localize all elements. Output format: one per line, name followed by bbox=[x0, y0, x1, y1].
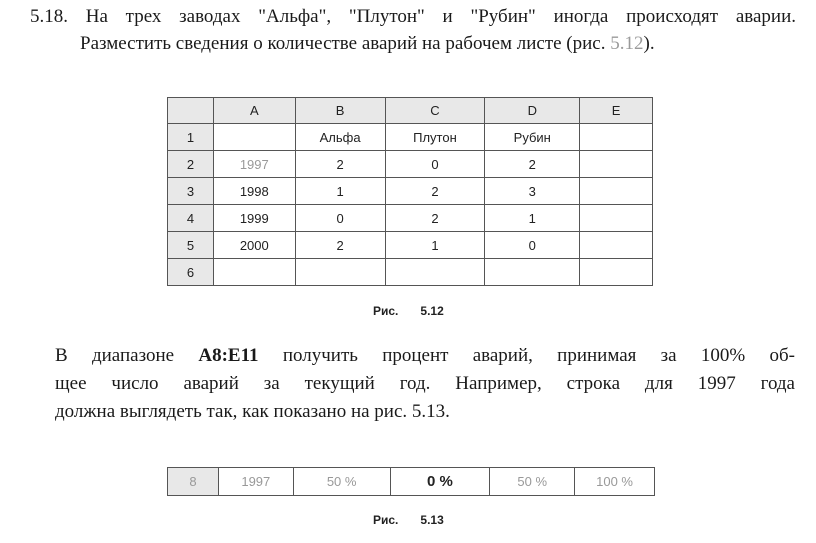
task-line2-text: Разместить сведения о количестве аварий … bbox=[80, 33, 606, 54]
column-header: D bbox=[484, 97, 581, 124]
cell bbox=[212, 123, 296, 151]
cell: 2 bbox=[294, 150, 386, 178]
cell: 3 bbox=[484, 177, 581, 205]
cell: Альфа bbox=[294, 123, 386, 151]
cell: 1 bbox=[484, 204, 581, 232]
cell: Рубин bbox=[484, 123, 581, 151]
task-number: 5.18. bbox=[30, 6, 68, 27]
cell: 2 bbox=[384, 177, 486, 205]
cell: 1998 bbox=[212, 177, 296, 205]
table-row: 2 1997 2 0 2 bbox=[167, 150, 653, 178]
column-header: C bbox=[384, 97, 486, 124]
table-row: 3 1998 1 2 3 bbox=[167, 177, 653, 205]
column-header: A bbox=[212, 97, 296, 124]
row-header: 1 bbox=[167, 123, 214, 151]
cell: 2 bbox=[384, 204, 486, 232]
task-heading: 5.18. На трех заводах "Альфа", "Плутон" … bbox=[30, 6, 796, 28]
row-header: 5 bbox=[167, 231, 214, 259]
paragraph-line-1: В диапазоне A8:E11 получить процент авар… bbox=[55, 345, 795, 367]
column-header: B bbox=[294, 97, 386, 124]
cell-range: A8:E11 bbox=[198, 345, 259, 366]
row-header: 6 bbox=[167, 258, 214, 286]
cell bbox=[579, 204, 653, 232]
column-header: E bbox=[579, 97, 653, 124]
paragraph-line-3: должна выглядеть так, как показано на ри… bbox=[55, 401, 450, 422]
cell bbox=[294, 258, 386, 286]
figure-5-13-row: 8 1997 50 % 0 % 50 % 100 % bbox=[167, 467, 655, 496]
row-header: 4 bbox=[167, 204, 214, 232]
paragraph-text: получить процент аварий, принимая за 100… bbox=[282, 345, 795, 366]
cell: 1999 bbox=[212, 204, 296, 232]
caption-label: Рис. bbox=[373, 304, 399, 318]
cell: 2000 bbox=[212, 231, 296, 259]
figure-5-12-caption: Рис. 5.12 bbox=[373, 304, 466, 318]
paragraph-text: В диапазоне bbox=[55, 345, 175, 366]
cell bbox=[384, 258, 486, 286]
cell: 2 bbox=[294, 231, 386, 259]
cell: 0 bbox=[384, 150, 486, 178]
paragraph-line-2: щее число аварий за текущий год. Наприме… bbox=[55, 373, 795, 394]
cell: 100 % bbox=[574, 467, 655, 496]
cell bbox=[579, 231, 653, 259]
cell bbox=[579, 258, 653, 286]
table-row: 8 1997 50 % 0 % 50 % 100 % bbox=[167, 467, 655, 496]
cell: 1 bbox=[384, 231, 486, 259]
cell bbox=[579, 123, 653, 151]
figure-5-13-caption: Рис. 5.13 bbox=[373, 513, 466, 527]
cell: 50 % bbox=[292, 467, 391, 496]
column-header-row: A B C D E bbox=[167, 97, 653, 124]
cell bbox=[579, 177, 653, 205]
cell: 2 bbox=[484, 150, 581, 178]
cell: 1997 bbox=[217, 467, 294, 496]
task-text-line1: На трех заводах "Альфа", "Плутон" и "Руб… bbox=[85, 6, 796, 27]
cell bbox=[579, 150, 653, 178]
cell: Плутон bbox=[384, 123, 486, 151]
table-row: 6 bbox=[167, 258, 653, 286]
table-row: 4 1999 0 2 1 bbox=[167, 204, 653, 232]
figure-5-12-spreadsheet: A B C D E 1 Альфа Плутон Рубин 2 1997 2 0 2 3 1998… bbox=[167, 97, 653, 286]
task-line2-end: ). bbox=[643, 33, 655, 54]
cell: 1997 bbox=[212, 150, 296, 178]
row-header: 8 bbox=[167, 467, 219, 496]
cell: 0 % bbox=[389, 467, 491, 496]
caption-number: 5.13 bbox=[420, 513, 444, 527]
table-row: 1 Альфа Плутон Рубин bbox=[167, 123, 653, 151]
corner-cell bbox=[167, 97, 214, 124]
caption-label: Рис. bbox=[373, 513, 399, 527]
row-header: 3 bbox=[167, 177, 214, 205]
table-row: 5 2000 2 1 0 bbox=[167, 231, 653, 259]
cell: 1 bbox=[294, 177, 386, 205]
cell: 0 bbox=[484, 231, 581, 259]
cell: 50 % bbox=[489, 467, 576, 496]
caption-number: 5.12 bbox=[420, 304, 444, 318]
task-text-line2: Разместить сведения о количестве аварий … bbox=[80, 33, 655, 55]
cell: 0 bbox=[294, 204, 386, 232]
cell bbox=[484, 258, 581, 286]
row-header: 2 bbox=[167, 150, 214, 178]
figure-reference: 5.12 bbox=[610, 33, 644, 54]
cell bbox=[212, 258, 296, 286]
